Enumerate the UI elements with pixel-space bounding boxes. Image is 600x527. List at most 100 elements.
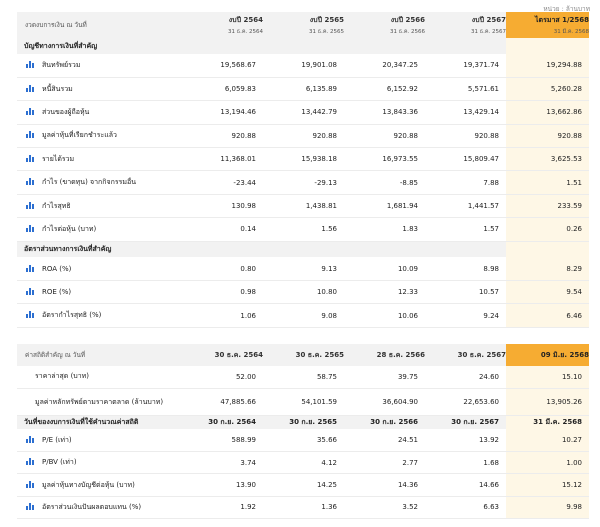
- cell-value: 36,604.90: [344, 388, 425, 416]
- cell-value: 1.56: [263, 217, 344, 242]
- bar-chart-icon[interactable]: [26, 131, 35, 139]
- cell-value: 0.14: [182, 217, 263, 242]
- table-row: มูลค่าหลักทรัพย์ตามราคาตลาด (ล้านบาท) 47,…: [17, 388, 589, 416]
- row-label-text: กำไรสุทธิ: [42, 201, 71, 210]
- cell-value: 6.46: [506, 303, 589, 328]
- cell-value: 1.51: [506, 170, 589, 195]
- calc-date-value: 30 ก.ย. 2567: [425, 415, 506, 430]
- cell-value: 10.27: [506, 429, 589, 453]
- cell-value: 920.88: [425, 124, 506, 149]
- row-label[interactable]: ส่วนของผู้ถือหุ้น: [17, 100, 182, 125]
- row-label: มูลค่าหลักทรัพย์ตามราคาตลาด (ล้านบาท): [17, 388, 182, 416]
- cell-value: 1.00: [506, 451, 589, 475]
- row-label[interactable]: หนี้สินรวม: [17, 77, 182, 102]
- bar-chart-icon[interactable]: [26, 178, 35, 186]
- row-label[interactable]: อัตรากำไรสุทธิ (%): [17, 303, 182, 328]
- period-header-row: งวดงบการเงิน ณ วันที่ งบปี 2564 31 ธ.ค. 2…: [17, 12, 589, 38]
- cell-value: -8.85: [344, 170, 425, 195]
- table-row: P/E (เท่า) 588.99 35.66 24.51 13.92 10.27: [17, 429, 589, 453]
- row-label[interactable]: มูลค่าหุ้นที่เรียกชำระแล้ว: [17, 124, 182, 149]
- row-label[interactable]: กำไร (ขาดทุน) จากกิจกรรมอื่น: [17, 170, 182, 195]
- cell-value: 0.26: [506, 217, 589, 242]
- cell-value: 13.92: [425, 429, 506, 453]
- cell-value: 9.08: [263, 303, 344, 328]
- row-label[interactable]: สินทรัพย์รวม: [17, 54, 182, 78]
- row-label[interactable]: P/E (เท่า): [17, 429, 182, 453]
- bar-chart-icon[interactable]: [26, 224, 35, 232]
- row-label[interactable]: P/BV (เท่า): [17, 451, 182, 475]
- cell-value: 12.33: [344, 280, 425, 305]
- row-label-text: P/E (เท่า): [42, 435, 72, 444]
- row-label-text: กำไร (ขาดทุน) จากกิจกรรมอื่น: [42, 178, 136, 187]
- row-label[interactable]: มูลค่าหุ้นทางบัญชีต่อหุ้น (บาท): [17, 473, 182, 497]
- cell-value: 24.60: [425, 366, 506, 389]
- bar-chart-icon[interactable]: [26, 84, 35, 92]
- bar-chart-icon[interactable]: [26, 435, 35, 443]
- cell-value: -23.44: [182, 170, 263, 195]
- bar-chart-icon[interactable]: [26, 480, 35, 488]
- row-label-text: หนี้สินรวม: [42, 84, 73, 93]
- table-row: มูลค่าหุ้นที่เรียกชำระแล้ว 920.88 920.88 92…: [17, 124, 589, 149]
- bar-chart-icon[interactable]: [26, 107, 35, 115]
- table-row: กำไรต่อหุ้น (บาท) 0.14 1.56 1.83 1.57 0.26: [17, 217, 589, 242]
- cell-value: 13.90: [182, 473, 263, 497]
- cell-value: 3.74: [182, 451, 263, 475]
- cell-value: 1.92: [182, 496, 263, 519]
- row-label[interactable]: ROE (%): [17, 280, 182, 305]
- section-filler: [425, 241, 506, 258]
- cell-value: 15,938.18: [263, 147, 344, 172]
- cell-value: 15.10: [506, 366, 589, 389]
- cell-value: 22,653.60: [425, 388, 506, 416]
- section-header-row: อัตราส่วนทางการเงินที่สำคัญ: [17, 241, 589, 258]
- row-label-text: ราคาล่าสุด (บาท): [35, 372, 90, 381]
- period-header: งบปี 2565 31 ธ.ค. 2565: [263, 12, 344, 38]
- section-filler: [425, 38, 506, 54]
- bar-chart-icon[interactable]: [26, 201, 35, 209]
- cell-value: 4.12: [263, 451, 344, 475]
- cell-value: 0.98: [182, 280, 263, 305]
- cell-value: 39.75: [344, 366, 425, 389]
- cell-value: 1,438.81: [263, 194, 344, 219]
- row-label-text: P/BV (เท่า): [42, 458, 77, 467]
- section-filler: [263, 38, 344, 54]
- cell-value: -29.13: [263, 170, 344, 195]
- bar-chart-icon[interactable]: [26, 154, 35, 162]
- table-row: หนี้สินรวม 6,059.83 6,135.89 6,152.92 5,571.…: [17, 77, 589, 102]
- calc-date-label: วันที่ของงบการเงินที่ใช้คำนวณค่าสถิติ: [17, 415, 182, 430]
- bar-chart-icon[interactable]: [26, 60, 35, 68]
- row-label-text: มูลค่าหุ้นทางบัญชีต่อหุ้น (บาท): [42, 480, 135, 489]
- calc-date-value: 30 ก.ย. 2564: [182, 415, 263, 430]
- cell-value: 10.09: [344, 257, 425, 282]
- bar-chart-icon[interactable]: [26, 288, 35, 296]
- stat-date-header: 28 ธ.ค. 2566: [344, 344, 425, 366]
- cell-value: 15.12: [506, 473, 589, 497]
- row-label-text: มูลค่าหุ้นที่เรียกชำระแล้ว: [42, 131, 117, 140]
- row-label-text: ROA (%): [42, 264, 72, 273]
- table-row: P/BV (เท่า) 3.74 4.12 2.77 1.68 1.00: [17, 451, 589, 475]
- row-label-text: มูลค่าหลักทรัพย์ตามราคาตลาด (ล้านบาท): [35, 397, 164, 406]
- row-label[interactable]: ROA (%): [17, 257, 182, 282]
- cell-value: 6,152.92: [344, 77, 425, 102]
- cell-value: 0.80: [182, 257, 263, 282]
- section-title: อัตราส่วนทางการเงินที่สำคัญ: [17, 241, 182, 258]
- bar-chart-icon[interactable]: [26, 311, 35, 319]
- row-label[interactable]: รายได้รวม: [17, 147, 182, 172]
- bar-chart-icon[interactable]: [26, 264, 35, 272]
- stat-header-row: ค่าสถิติสำคัญ ณ วันที่ 30 ธ.ค. 2564 30 ธ…: [17, 344, 589, 366]
- cell-value: 920.88: [182, 124, 263, 149]
- row-label[interactable]: กำไรสุทธิ: [17, 194, 182, 219]
- cell-value: 24.51: [344, 429, 425, 453]
- bar-chart-icon[interactable]: [26, 502, 35, 510]
- row-label-text: สินทรัพย์รวม: [42, 60, 81, 69]
- row-label[interactable]: อัตราส่วนเงินปันผลตอบแทน (%): [17, 496, 182, 519]
- cell-value: 13,843.36: [344, 100, 425, 125]
- cell-value: 13,442.79: [263, 100, 344, 125]
- cell-value: 10.80: [263, 280, 344, 305]
- row-label[interactable]: กำไรต่อหุ้น (บาท): [17, 217, 182, 242]
- bar-chart-icon[interactable]: [26, 458, 35, 466]
- cell-value: 14.66: [425, 473, 506, 497]
- cell-value: 9.98: [506, 496, 589, 519]
- cell-value: 15,809.47: [425, 147, 506, 172]
- cell-value: 54,101.59: [263, 388, 344, 416]
- table-row: ส่วนของผู้ถือหุ้น 13,194.46 13,442.79 13,84…: [17, 100, 589, 125]
